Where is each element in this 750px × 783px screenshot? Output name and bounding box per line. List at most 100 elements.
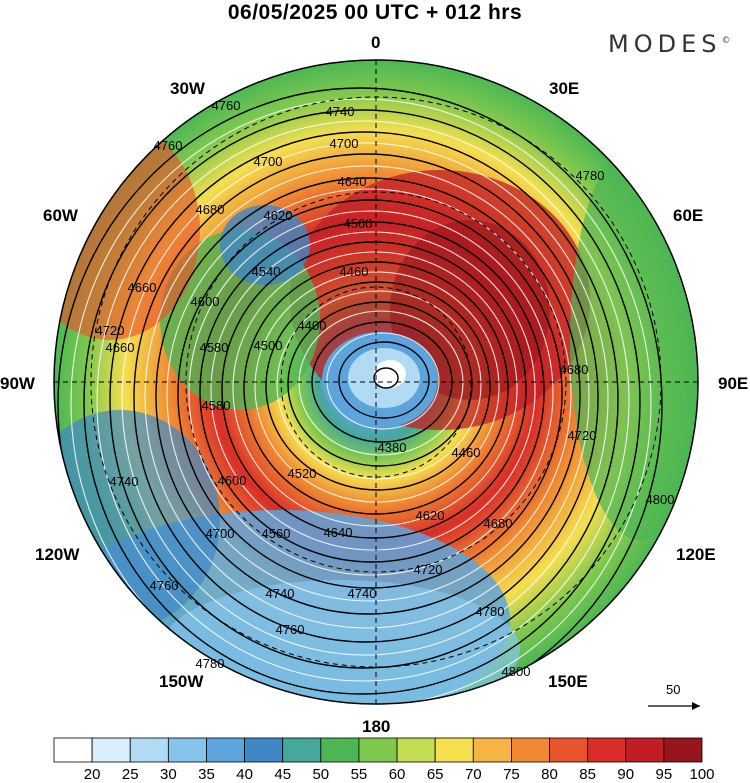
meridian-label-180: 180 <box>362 717 391 736</box>
contour-labels: 4380 4400 4460 4460 4500 4520 4540 4560 4560 4580… <box>96 98 675 679</box>
contour-label: 4720 <box>414 562 443 577</box>
contour-label: 4760 <box>150 578 179 593</box>
map-title: 06/05/2025 00 UTC + 012 hrs <box>227 1 523 24</box>
contour-label: 4680 <box>484 516 513 531</box>
meridian-label-90e: 90E <box>718 374 749 393</box>
colorbar-tick-label: 85 <box>579 766 596 783</box>
contour-label: 4700 <box>206 526 235 541</box>
colorbar-tick-label: 80 <box>541 766 558 783</box>
copyright-mark: © <box>721 36 731 46</box>
meridian-label-120e: 120E <box>676 545 716 564</box>
colorbar-swatch <box>549 737 589 763</box>
contour-label: 4700 <box>330 136 359 151</box>
contour-label: 4660 <box>128 280 157 295</box>
colorbar-swatch <box>91 737 131 763</box>
meridian-label-30e: 30E <box>549 79 580 98</box>
contour-label: 4620 <box>264 208 293 223</box>
colorbar-swatch <box>358 737 398 763</box>
contour-label: 4560 <box>262 526 291 541</box>
contour-label: 4640 <box>324 525 353 540</box>
contour-label: 4800 <box>646 492 675 507</box>
colorbar-swatch <box>167 737 207 763</box>
colorbar-tick-label: 30 <box>160 766 177 783</box>
contour-label: 4740 <box>348 586 377 601</box>
contour-label: 4800 <box>502 664 531 679</box>
contour-label: 4760 <box>212 98 241 113</box>
colorbar-tick-label: 100 <box>689 766 715 783</box>
colorbar-swatch <box>396 737 436 763</box>
map-boundary <box>53 59 699 705</box>
colorbar-tick-label: 50 <box>312 766 330 783</box>
colorbar-tick-label: 60 <box>388 766 406 783</box>
contour-label: 4780 <box>576 168 605 183</box>
colorbar-swatch <box>53 737 93 763</box>
contour-label: 4720 <box>96 323 125 338</box>
wind-streamlines <box>70 98 652 704</box>
contour-label: 4460 <box>340 264 369 279</box>
colorbar-swatch <box>625 737 665 763</box>
colorbar-swatch <box>663 737 703 763</box>
contour-label: 4540 <box>252 264 281 279</box>
colorbar-swatch <box>434 737 474 763</box>
contour-label: 4780 <box>196 656 225 671</box>
colorbar-swatch <box>511 737 550 763</box>
colorbar-tick-label: 45 <box>274 766 292 783</box>
contour-label: 4760 <box>276 622 305 637</box>
contour-label: 4500 <box>254 338 283 353</box>
colorbar-tick-label: 35 <box>198 766 215 783</box>
contour-label: 4740 <box>326 104 355 119</box>
contour-label: 4400 <box>298 318 327 333</box>
contour-label: 4680 <box>560 362 589 377</box>
colorbar-swatch <box>472 737 512 763</box>
colorbar-swatch <box>244 737 284 763</box>
colorbar-swatch <box>129 737 169 763</box>
wind-scale-label: 50 <box>666 682 681 697</box>
colorbar-tick-label: 75 <box>503 766 520 783</box>
colorbar-tick-label: 20 <box>83 766 101 783</box>
meridian-label-60w: 60W <box>43 206 78 225</box>
colorbar-tick-label: 25 <box>121 766 139 783</box>
wind-scale-arrow-icon <box>648 702 700 710</box>
graticule <box>54 60 698 704</box>
modes-logo: MODES© <box>608 30 730 58</box>
colorbar-tick-label: 95 <box>655 766 673 783</box>
contour-label: 4460 <box>452 445 481 460</box>
colorbar-swatch <box>206 737 245 763</box>
contour-label: 4640 <box>338 174 367 189</box>
colorbar-swatch <box>587 737 627 763</box>
contour-label: 4740 <box>110 474 139 489</box>
contour-label: 4620 <box>416 508 445 523</box>
colorbar-tick-label: 90 <box>617 766 635 783</box>
meridian-label-90w: 90W <box>0 374 35 393</box>
colorbar-swatch <box>282 737 322 763</box>
contour-label: 4380 <box>378 440 407 455</box>
meridian-label-120w: 120W <box>35 545 80 564</box>
colorbar-tick-label: 65 <box>426 766 444 783</box>
meridian-label-150w: 150W <box>159 672 204 691</box>
contour-label: 4580 <box>200 340 229 355</box>
meridian-label-30w: 30W <box>170 79 205 98</box>
brand-name: MODES <box>608 30 722 58</box>
contour-label: 4680 <box>196 202 225 217</box>
colorbar-tick-label: 40 <box>236 766 253 783</box>
colorbar-tick-label: 70 <box>464 766 482 783</box>
contour-label: 4520 <box>288 466 317 481</box>
contour-label: 4780 <box>476 604 505 619</box>
meridian-label-0: 0 <box>371 33 381 52</box>
meridian-label-60e: 60E <box>673 206 704 225</box>
contour-label: 4740 <box>266 586 295 601</box>
contour-label: 4720 <box>568 428 597 443</box>
contour-label: 4560 <box>344 216 373 231</box>
wind-speed-field <box>54 60 698 704</box>
colorbar-swatch <box>320 737 360 763</box>
height-contours <box>57 87 663 704</box>
meridian-label-150e: 150E <box>548 672 588 691</box>
contour-label: 4660 <box>106 340 135 355</box>
colorbar <box>53 737 703 763</box>
contour-label: 4600 <box>218 473 247 488</box>
contour-label: 4700 <box>254 154 283 169</box>
colorbar-tick-label: 55 <box>350 766 368 783</box>
contour-label: 4600 <box>191 294 220 309</box>
contour-label: 4760 <box>154 138 183 153</box>
